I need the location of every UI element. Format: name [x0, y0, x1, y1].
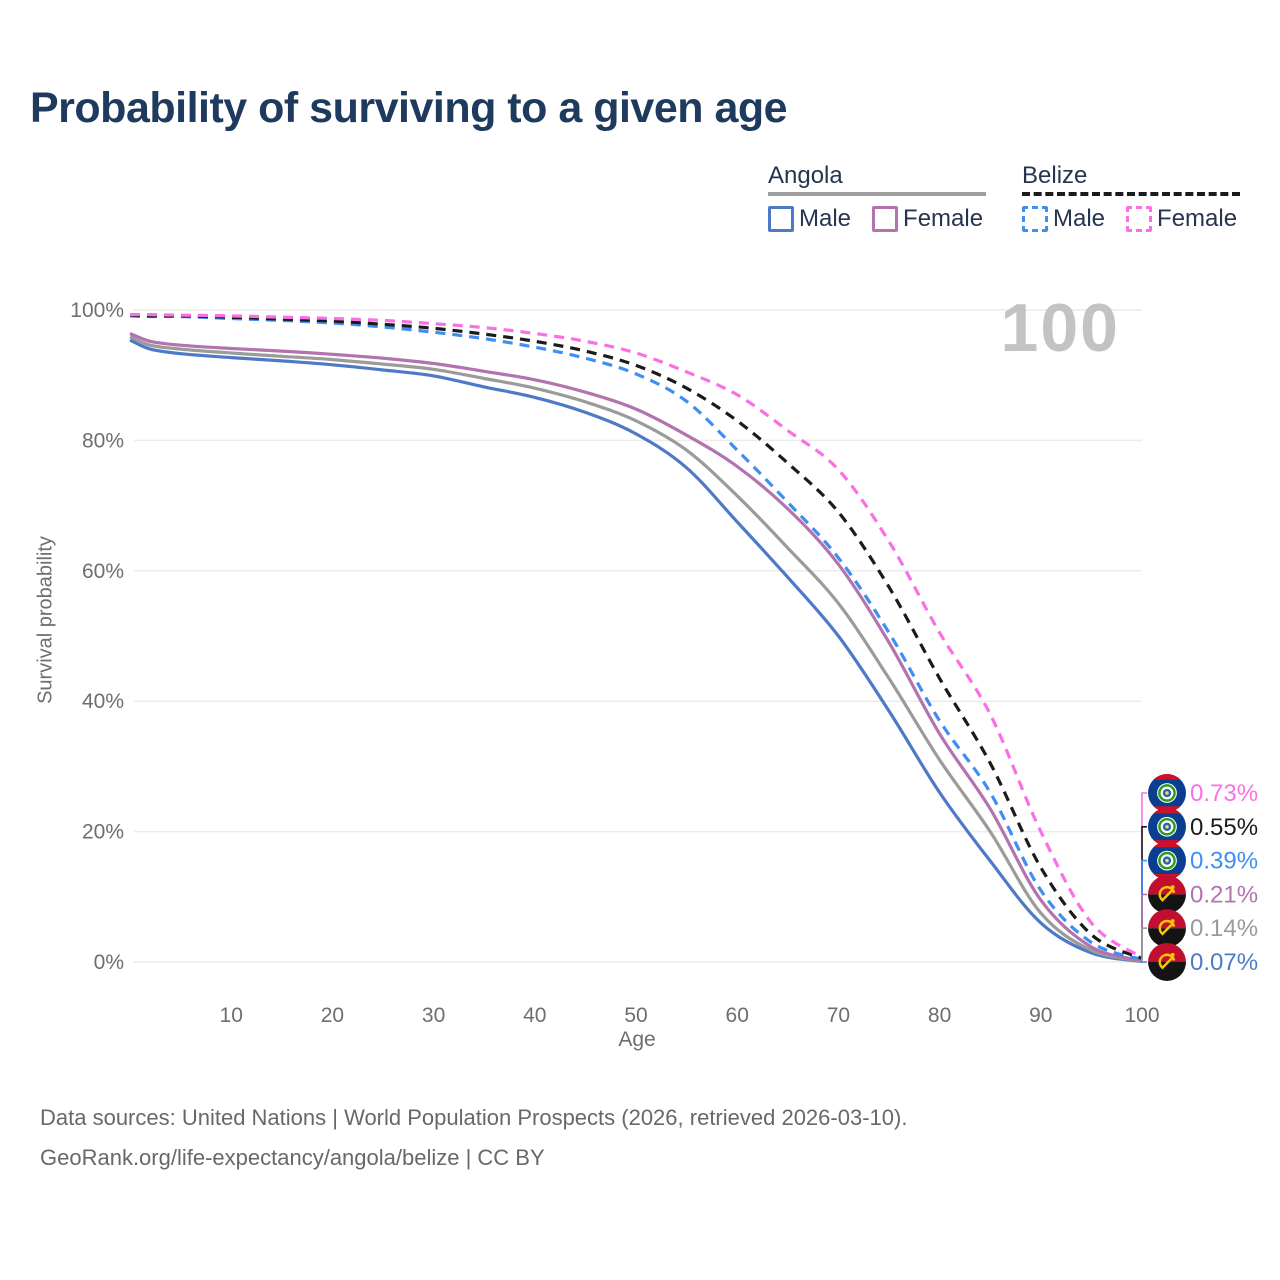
legend-checkbox-icon[interactable]: [1022, 206, 1048, 232]
x-tick-label: 20: [321, 1004, 344, 1027]
legend-country-belize[interactable]: Belize: [1022, 162, 1088, 189]
x-tick-label: 30: [422, 1004, 445, 1027]
legend-checkbox-icon[interactable]: [872, 206, 899, 232]
legend-item-label: Female: [903, 205, 984, 232]
series-line-belize-total[interactable]: [129, 313, 1143, 960]
end-value-label-belize-female: 0.73%: [1190, 780, 1258, 807]
page-title: Probability of surviving to a given age: [30, 84, 788, 132]
hovered-age-watermark: 100: [1000, 290, 1120, 366]
y-tick-label: 20%: [82, 821, 124, 844]
legend-group-angola: Angola Male Female: [768, 163, 986, 233]
angola-flag-icon: [1148, 943, 1186, 981]
y-tick-label: 40%: [82, 690, 124, 713]
y-tick-label: 100%: [70, 299, 124, 322]
end-label-leader-angola-male: [1141, 961, 1147, 963]
x-tick-label: 70: [827, 1004, 850, 1027]
y-tick-label: 60%: [82, 560, 124, 583]
x-tick-label: 50: [624, 1004, 647, 1027]
footer: Data sources: United Nations | World Pop…: [40, 1098, 907, 1178]
series-line-angola-male[interactable]: [129, 338, 1143, 964]
series-line-angola-total[interactable]: [129, 335, 1143, 963]
angola-flag-icon: [1148, 875, 1186, 914]
end-value-label-belize-male: 0.39%: [1190, 848, 1258, 875]
legend-item-label: Female: [1157, 205, 1238, 232]
legend-item-label: Male: [799, 205, 852, 232]
end-value-label-belize-total: 0.55%: [1190, 814, 1258, 841]
angola-flag-icon: [1148, 909, 1186, 948]
legend-items: Male Female: [768, 205, 986, 233]
legend-item-angola-female[interactable]: Female: [872, 205, 983, 233]
x-tick-label: 40: [523, 1004, 546, 1027]
belize-flag-icon: [1148, 807, 1186, 846]
end-value-label-angola-male: 0.07%: [1190, 949, 1258, 976]
legend-item-belize-female[interactable]: Female: [1126, 205, 1237, 233]
end-value-label-angola-total: 0.14%: [1190, 915, 1258, 942]
y-tick-label: 0%: [94, 951, 124, 974]
legend-checkbox-icon[interactable]: [1126, 206, 1153, 232]
x-tick-label: 100: [1124, 1004, 1159, 1027]
legend-checkbox-icon[interactable]: [768, 206, 794, 232]
series-line-belize-female[interactable]: [129, 312, 1143, 959]
legend-item-angola-male[interactable]: Male: [768, 205, 851, 233]
legend-group-belize: Belize Male Female: [1022, 163, 1240, 233]
x-tick-label: 90: [1029, 1004, 1052, 1027]
x-tick-label: 10: [220, 1004, 243, 1027]
legend-items: Male Female: [1022, 205, 1240, 233]
x-axis-title: Age: [618, 1028, 656, 1051]
end-value-label-angola-female: 0.21%: [1190, 881, 1258, 908]
legend-item-belize-male[interactable]: Male: [1022, 205, 1105, 233]
legend-country-angola[interactable]: Angola: [768, 162, 843, 189]
y-tick-label: 80%: [82, 429, 124, 452]
angola-total-line-swatch: [768, 192, 986, 196]
end-label-leader-angola-total: [1141, 927, 1147, 962]
belize-total-line-swatch: [1022, 192, 1240, 196]
x-tick-label: 60: [726, 1004, 749, 1027]
legend-item-label: Male: [1053, 205, 1106, 232]
series-line-angola-female[interactable]: [129, 332, 1143, 963]
belize-flag-icon: [1148, 841, 1186, 880]
footer-data-sources: Data sources: United Nations | World Pop…: [40, 1105, 908, 1130]
footer-attribution: GeoRank.org/life-expectancy/angola/beliz…: [40, 1145, 545, 1170]
y-axis-title: Survival probability: [34, 536, 57, 704]
belize-flag-icon: [1148, 774, 1186, 812]
x-tick-label: 80: [928, 1004, 951, 1027]
